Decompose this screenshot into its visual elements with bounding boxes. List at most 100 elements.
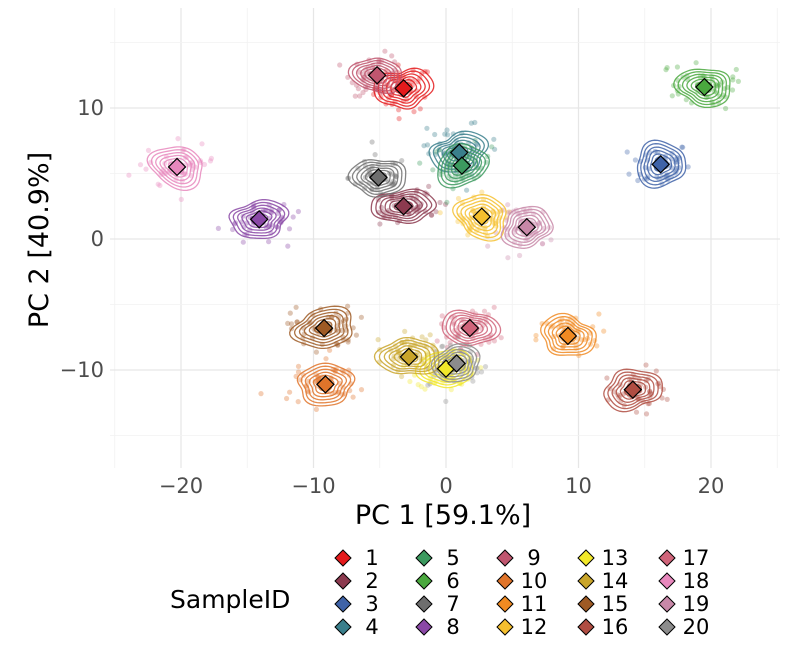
contour-7 xyxy=(360,166,395,190)
data-point-3 xyxy=(680,144,686,150)
contour-3 xyxy=(650,153,673,176)
data-point-3 xyxy=(644,175,650,182)
contour-9 xyxy=(347,57,403,95)
x-tick-label: −20 xyxy=(159,474,203,498)
data-point-10 xyxy=(258,391,264,397)
legend-label-10: 10 xyxy=(521,569,548,593)
data-point-5 xyxy=(489,144,495,150)
contour-20 xyxy=(430,343,481,383)
legend-key-2 xyxy=(334,572,352,590)
contour-17 xyxy=(457,319,484,337)
data-point-16 xyxy=(664,396,670,402)
centroid-marker-19 xyxy=(517,217,537,237)
contour-6 xyxy=(686,76,720,100)
data-point-19 xyxy=(539,241,546,247)
data-point-4 xyxy=(492,146,498,152)
data-point-4 xyxy=(450,131,456,137)
data-point-2 xyxy=(377,221,383,227)
contour-16 xyxy=(603,368,663,413)
data-point-13 xyxy=(478,365,484,371)
data-point-5 xyxy=(430,167,436,173)
contour-1 xyxy=(377,70,431,107)
data-point-20 xyxy=(482,364,489,370)
contour-12 xyxy=(464,203,497,232)
legend-label-16: 16 xyxy=(602,615,629,639)
data-point-5 xyxy=(450,186,456,192)
data-point-11 xyxy=(533,337,539,343)
contour-3 xyxy=(636,139,687,189)
data-point-18 xyxy=(175,136,181,142)
data-point-1 xyxy=(396,107,402,113)
contour-11 xyxy=(547,319,589,351)
legend-label-17: 17 xyxy=(683,546,710,570)
data-point-17 xyxy=(498,335,504,341)
legend-label-11: 11 xyxy=(521,592,548,616)
data-point-12 xyxy=(479,189,485,195)
contour-16 xyxy=(607,371,659,410)
contour-7 xyxy=(364,169,391,187)
data-point-3 xyxy=(685,164,691,170)
data-point-17 xyxy=(447,340,453,346)
data-point-7 xyxy=(372,152,378,158)
contour-14 xyxy=(393,347,423,365)
contour-9 xyxy=(364,67,389,84)
data-point-6 xyxy=(664,65,670,71)
centroid-marker-9 xyxy=(367,65,387,85)
legend-key-7 xyxy=(415,595,433,613)
legend-label-2: 2 xyxy=(365,569,378,593)
contour-10 xyxy=(308,371,343,398)
centroid-marker-8 xyxy=(249,210,269,229)
data-point-15 xyxy=(285,320,291,326)
data-point-16 xyxy=(643,411,650,417)
centroid-marker-3 xyxy=(651,154,670,174)
data-point-16 xyxy=(633,409,640,415)
legend-key-12 xyxy=(496,618,514,636)
x-axis-title: PC 1 [59.1%] xyxy=(355,500,531,531)
centroid-marker-17 xyxy=(460,318,480,338)
data-point-6 xyxy=(723,105,729,112)
data-point-2 xyxy=(442,201,449,207)
contour-9 xyxy=(351,59,399,92)
data-point-20 xyxy=(425,382,431,388)
data-point-7 xyxy=(389,181,395,188)
legend-label-15: 15 xyxy=(602,592,629,616)
data-point-9 xyxy=(360,89,366,96)
contour-15 xyxy=(303,314,341,341)
x-tick-label: 0 xyxy=(439,474,452,498)
data-point-15 xyxy=(345,303,351,309)
data-point-14 xyxy=(375,337,381,343)
contour-6 xyxy=(681,73,724,103)
legend-key-1 xyxy=(334,549,352,567)
data-point-1 xyxy=(396,116,402,122)
contour-14 xyxy=(373,336,440,375)
data-point-18 xyxy=(126,172,132,178)
data-point-4 xyxy=(424,142,431,148)
contour-12 xyxy=(460,200,500,235)
legend-key-8 xyxy=(415,618,433,636)
centroid-marker-7 xyxy=(369,168,388,187)
data-point-14 xyxy=(402,328,408,334)
data-point-10 xyxy=(327,347,333,353)
legend-label-5: 5 xyxy=(446,546,459,570)
contour-8 xyxy=(241,207,277,231)
legend-key-5 xyxy=(415,549,433,567)
data-point-8 xyxy=(215,225,221,231)
data-point-18 xyxy=(137,162,144,168)
legend-label-8: 8 xyxy=(446,615,459,639)
contour-7 xyxy=(351,161,403,195)
contour-5 xyxy=(437,143,490,189)
data-point-4 xyxy=(472,119,478,126)
data-point-8 xyxy=(286,226,293,232)
contour-7 xyxy=(356,164,399,193)
legend-label-20: 20 xyxy=(683,615,710,639)
centroid-marker-15 xyxy=(314,318,334,338)
axis-ticks: −20 −10 0 10 20 −10 0 10 xyxy=(60,96,725,498)
legend-label-12: 12 xyxy=(521,615,548,639)
data-point-13 xyxy=(448,387,454,393)
contour-18 xyxy=(163,157,189,178)
data-point-2 xyxy=(433,209,439,215)
data-point-8 xyxy=(240,239,246,245)
data-point-18 xyxy=(155,181,161,187)
data-point-15 xyxy=(313,349,319,355)
data-point-19 xyxy=(548,237,554,243)
